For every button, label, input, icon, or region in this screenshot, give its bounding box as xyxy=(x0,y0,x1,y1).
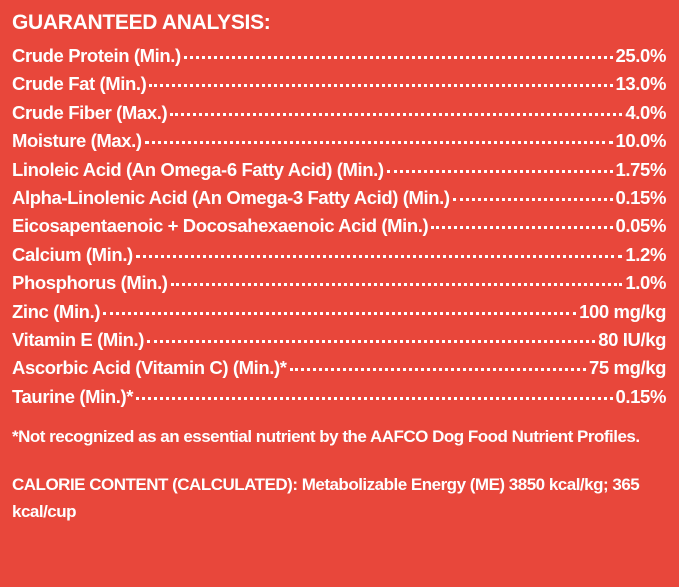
footnote: *Not recognized as an essential nutrient… xyxy=(12,427,640,447)
nutrient-value: 10.0% xyxy=(615,130,667,152)
analysis-row: Crude Protein (Min.) 25.0% xyxy=(12,44,666,72)
nutrient-label: Crude Protein (Min.) xyxy=(12,45,181,66)
analysis-row: Ascorbic Acid (Vitamin C) (Min.)* 75 mg/k… xyxy=(12,356,666,384)
nutrient-label: Calcium (Min.) xyxy=(12,243,133,265)
analysis-row: Crude Fiber (Max.) 4.0% xyxy=(12,101,666,129)
nutrient-label: Crude Fat (Min.) xyxy=(12,73,147,95)
nutrient-value: 4.0% xyxy=(625,101,666,123)
dot-leader xyxy=(103,311,577,315)
dot-leader xyxy=(147,339,596,343)
dot-leader xyxy=(183,56,613,59)
nutrient-label: Eicosapentaenoic + Docosahexaenoic Acid … xyxy=(12,215,429,237)
analysis-row: Linoleic Acid (An Omega-6 Fatty Acid) (M… xyxy=(12,158,666,186)
nutrient-label: Crude Fiber (Max.) xyxy=(12,101,168,123)
dot-leader xyxy=(289,368,586,372)
analysis-list: Crude Protein (Min.) 25.0% Crude Fat (Min.… xyxy=(12,44,666,413)
dot-leader xyxy=(170,112,623,116)
nutrient-label: Zinc (Min.) xyxy=(12,300,101,322)
analysis-row: Zinc (Min.) 100 mg/kg xyxy=(12,300,666,328)
analysis-row: Eicosapentaenoic + Docosahexaenoic Acid … xyxy=(12,214,666,242)
analysis-row: Crude Fat (Min.) 13.0% xyxy=(12,72,666,100)
nutrient-value: 0.15% xyxy=(615,186,667,208)
nutrient-value: 75 mg/kg xyxy=(589,357,666,379)
nutrient-value: 25.0% xyxy=(615,45,667,66)
nutrient-label: Moisture (Max.) xyxy=(12,130,142,152)
nutrient-label: Vitamin E (Min.) xyxy=(12,328,145,350)
analysis-row: Alpha-Linolenic Acid (An Omega-3 Fatty A… xyxy=(12,186,666,214)
nutrient-label: Taurine (Min.)* xyxy=(12,385,134,407)
nutrient-value: 80 IU/kg xyxy=(598,328,666,350)
dot-leader xyxy=(431,226,613,230)
nutrient-value: 0.15% xyxy=(615,385,667,407)
title: GUARANTEED ANALYSIS: xyxy=(12,11,271,34)
nutrient-value: 1.75% xyxy=(615,158,667,180)
dot-leader xyxy=(386,169,613,173)
dot-leader xyxy=(452,197,613,201)
analysis-row: Moisture (Max.) 10.0% xyxy=(12,129,666,157)
nutrient-value: 13.0% xyxy=(615,73,667,95)
analysis-row: Vitamin E (Min.) 80 IU/kg xyxy=(12,328,666,356)
dot-leader xyxy=(135,254,623,258)
analysis-row: Phosphorus (Min.) 1.0% xyxy=(12,271,666,299)
nutrient-label: Ascorbic Acid (Vitamin C) (Min.)* xyxy=(12,357,287,379)
nutrient-value: 1.0% xyxy=(625,272,666,294)
nutrient-label: Phosphorus (Min.) xyxy=(12,272,168,294)
analysis-row: Taurine (Min.)* 0.15% xyxy=(12,385,666,413)
nutrient-label: Alpha-Linolenic Acid (An Omega-3 Fatty A… xyxy=(12,186,450,208)
nutrient-value: 0.05% xyxy=(615,215,667,237)
nutrient-value: 1.2% xyxy=(625,243,666,265)
dot-leader xyxy=(136,396,613,400)
calorie-content: CALORIE CONTENT (CALCULATED): Metaboliza… xyxy=(12,475,640,522)
dot-leader xyxy=(149,84,613,88)
nutrient-label: Linoleic Acid (An Omega-6 Fatty Acid) (M… xyxy=(12,158,384,180)
analysis-row: Calcium (Min.) 1.2% xyxy=(12,243,666,271)
dot-leader xyxy=(144,141,613,145)
nutrient-value: 100 mg/kg xyxy=(579,300,666,322)
dot-leader xyxy=(170,283,623,287)
